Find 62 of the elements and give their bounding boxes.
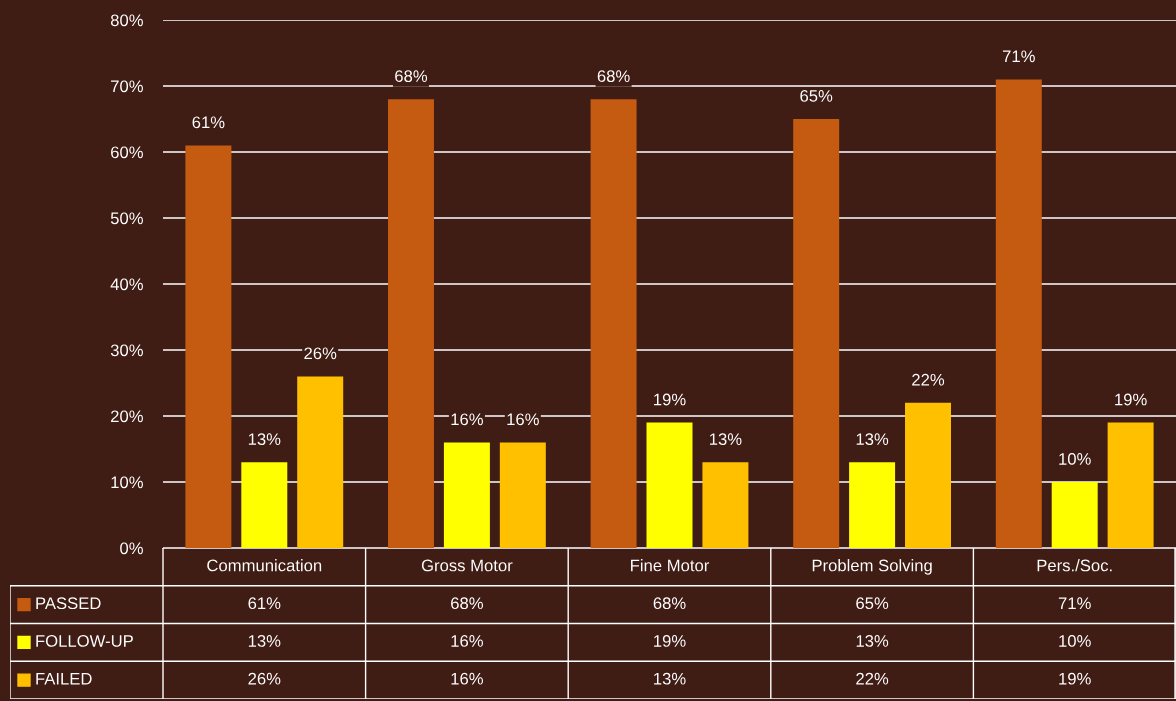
x-tick-label: Problem Solving xyxy=(812,559,932,575)
text: 16% xyxy=(507,413,539,426)
y-tick-label: 20% xyxy=(111,410,143,423)
text: 26% xyxy=(304,347,337,360)
data-label: 16% xyxy=(451,635,483,647)
bar xyxy=(1107,422,1154,548)
y-tick-label: 40% xyxy=(110,278,143,291)
y-tick-label: 10% xyxy=(111,476,143,489)
legend-label: FAILED xyxy=(36,672,92,685)
text: 61% xyxy=(192,116,225,129)
bar xyxy=(1051,482,1098,548)
text: 22% xyxy=(912,373,945,386)
bar xyxy=(387,99,434,548)
bar xyxy=(995,79,1042,548)
x-tick-label: Pers./Soc. xyxy=(1037,559,1112,572)
legend-label: PASSED xyxy=(36,597,101,610)
y-tick-label: 70% xyxy=(111,80,143,93)
x-tick-label: Fine Motor xyxy=(631,559,710,572)
bar xyxy=(905,402,952,548)
data-label: 22% xyxy=(856,672,889,685)
data-label: 13% xyxy=(248,635,281,647)
bar xyxy=(241,462,288,548)
data-label: 68% xyxy=(451,597,483,610)
text: 68% xyxy=(395,70,428,83)
data-label: 16% xyxy=(451,672,483,685)
text: 19% xyxy=(654,393,686,406)
bar xyxy=(185,145,232,548)
bar xyxy=(443,442,490,548)
text: 16% xyxy=(451,413,483,426)
bar xyxy=(499,442,546,548)
data-label: 10% xyxy=(1059,635,1091,647)
text: 19% xyxy=(1115,393,1147,406)
data-label: 26% xyxy=(248,672,281,685)
y-tick-label: 30% xyxy=(110,344,143,357)
text: 10% xyxy=(1059,453,1091,465)
x-tick-label: Communication xyxy=(207,559,322,572)
y-tick-label: 0% xyxy=(120,542,143,555)
y-tick-label: 50% xyxy=(110,212,143,225)
text: 13% xyxy=(248,433,281,446)
y-tick-label: 60% xyxy=(111,146,143,159)
x-tick-label: Gross Motor xyxy=(421,559,513,572)
text: 71% xyxy=(1002,50,1035,63)
text: 68% xyxy=(597,70,630,83)
bar xyxy=(702,462,749,548)
legend-label: FOLLOW-UP xyxy=(36,635,133,647)
bar xyxy=(297,376,344,548)
data-label: 71% xyxy=(1058,597,1091,610)
y-tick-label: 80% xyxy=(110,14,143,27)
text: 13% xyxy=(710,433,742,446)
data-label: 19% xyxy=(654,635,686,647)
data-label: 13% xyxy=(654,672,686,685)
bar xyxy=(590,99,637,548)
bar xyxy=(793,119,840,548)
text: 13% xyxy=(856,433,889,446)
data-label: 19% xyxy=(1059,672,1091,685)
data-label: 65% xyxy=(856,597,889,610)
bar xyxy=(849,462,896,548)
data-label: 68% xyxy=(653,597,686,610)
data-label: 13% xyxy=(856,635,889,647)
data-label: 61% xyxy=(248,597,281,610)
text: 65% xyxy=(800,90,833,102)
bar xyxy=(646,422,693,548)
